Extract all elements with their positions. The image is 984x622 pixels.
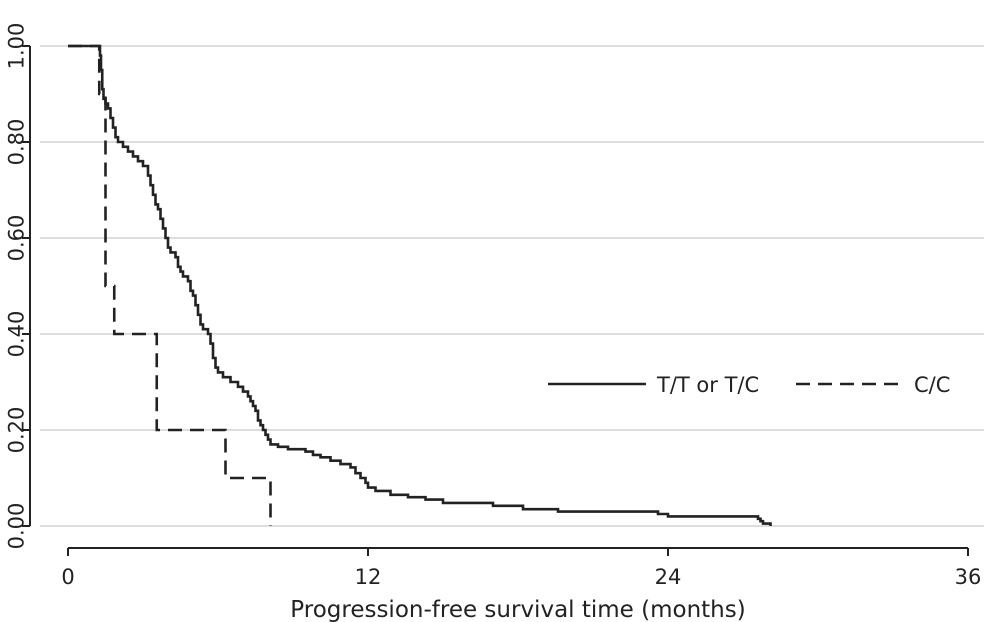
x-tick-label: 0 [61,565,74,589]
y-tick-label: 0.80 [4,119,28,166]
axes: 0.00 0.20 0.40 0.60 0.80 1.00 0 12 24 36 [4,23,981,589]
x-axis-title: Progression-free survival time (months) [290,597,745,622]
y-tick-label: 1.00 [4,23,28,70]
series-lines [68,44,772,526]
x-tick-label: 36 [955,565,982,589]
legend: T/T or T/C C/C [548,373,950,397]
series-line-1 [68,44,772,526]
y-tick-label: 0.20 [4,407,28,454]
legend-label-2: C/C [914,373,950,397]
gridlines [40,45,984,527]
x-tick-label: 12 [355,565,382,589]
y-tick-label: 0.60 [4,215,28,262]
y-tick-label: 0.00 [4,503,28,550]
legend-label-1: T/T or T/C [656,373,759,397]
series-line-2 [68,44,272,526]
y-tick-label: 0.40 [4,311,28,358]
x-tick-label: 24 [655,565,682,589]
